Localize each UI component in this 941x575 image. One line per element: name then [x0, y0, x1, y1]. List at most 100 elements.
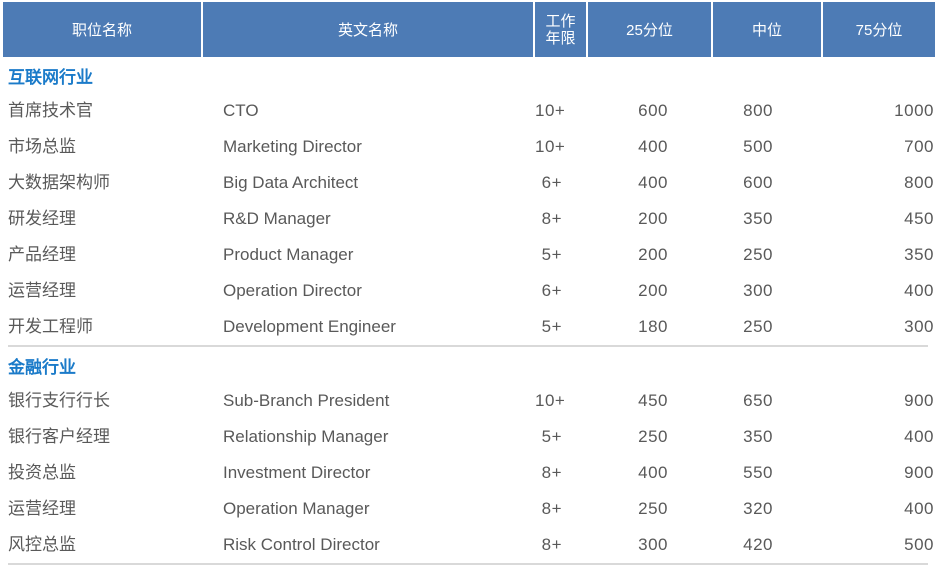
cell-median: 600 — [743, 173, 773, 192]
section-title: 互联网行业 — [8, 67, 93, 87]
cell-p75: 400 — [904, 427, 934, 446]
cell-median: 350 — [743, 427, 773, 446]
cell-work-years: 5+ — [541, 427, 562, 446]
cell-work-years: 10+ — [535, 101, 566, 120]
cell-english-name: Marketing Director — [223, 137, 362, 156]
section-title: 金融行业 — [8, 357, 76, 377]
table-row: 投资总监 Investment Director 8+ 400 550 900 — [3, 455, 935, 491]
cell-work-years: 8+ — [541, 463, 562, 482]
cell-position-name: 银行支行行长 — [8, 391, 110, 410]
cell-english-name: Development Engineer — [223, 317, 396, 336]
column-header-median: 中位 — [713, 2, 823, 57]
cell-english-name: Risk Control Director — [223, 535, 380, 554]
table-row: 大数据架构师 Big Data Architect 6+ 400 600 800 — [3, 165, 935, 201]
cell-p25: 250 — [638, 427, 668, 446]
cell-median: 800 — [743, 101, 773, 120]
column-header-work-years-line2: 年限 — [545, 29, 576, 47]
cell-p25: 400 — [638, 173, 668, 192]
column-header-english-name: 英文名称 — [203, 2, 535, 57]
cell-work-years: 5+ — [541, 317, 562, 336]
table-row: 首席技术官 CTO 10+ 600 800 1000 — [3, 93, 935, 129]
cell-p75: 900 — [904, 391, 934, 410]
cell-p25: 200 — [638, 281, 668, 300]
cell-english-name: Relationship Manager — [223, 427, 389, 446]
section-header: 互联网行业 — [3, 57, 935, 93]
cell-p75: 400 — [904, 499, 934, 518]
table-row: 市场总监 Marketing Director 10+ 400 500 700 — [3, 129, 935, 165]
cell-p75: 350 — [904, 245, 934, 264]
cell-position-name: 运营经理 — [8, 281, 76, 300]
cell-work-years: 10+ — [535, 391, 566, 410]
cell-p75: 1000 — [894, 101, 934, 120]
cell-p25: 200 — [638, 209, 668, 228]
cell-median: 250 — [743, 317, 773, 336]
cell-p25: 400 — [638, 463, 668, 482]
salary-table: 职位名称 英文名称 工作 年限 25分位 中位 75分位 互联网行业首席技术官 C… — [3, 2, 935, 565]
cell-median: 500 — [743, 137, 773, 156]
cell-median: 420 — [743, 535, 773, 554]
cell-median: 250 — [743, 245, 773, 264]
cell-p25: 250 — [638, 499, 668, 518]
table-row: 开发工程师 Development Engineer 5+ 180 250 300 — [3, 309, 935, 345]
cell-work-years: 6+ — [541, 281, 562, 300]
cell-position-name: 产品经理 — [8, 245, 76, 264]
cell-median: 650 — [743, 391, 773, 410]
cell-p75: 400 — [904, 281, 934, 300]
column-header-work-years-line1: 工作 — [545, 12, 576, 30]
cell-english-name: Product Manager — [223, 245, 354, 264]
cell-position-name: 首席技术官 — [8, 101, 93, 120]
cell-work-years: 5+ — [541, 245, 562, 264]
cell-p75: 700 — [904, 137, 934, 156]
column-header-position-name: 职位名称 — [3, 2, 203, 57]
cell-p25: 180 — [638, 317, 668, 336]
cell-p75: 500 — [904, 535, 934, 554]
column-header-p75: 75分位 — [823, 2, 935, 57]
cell-p75: 450 — [904, 209, 934, 228]
cell-p25: 200 — [638, 245, 668, 264]
cell-position-name: 大数据架构师 — [8, 173, 110, 192]
table-row: 风控总监 Risk Control Director 8+ 300 420 500 — [3, 527, 935, 563]
column-header-work-years-text: 工作 年限 — [545, 13, 575, 47]
cell-position-name: 运营经理 — [8, 499, 76, 518]
cell-median: 300 — [743, 281, 773, 300]
cell-english-name: Big Data Architect — [223, 173, 359, 192]
cell-p75: 800 — [904, 173, 934, 192]
cell-work-years: 8+ — [541, 209, 562, 228]
cell-position-name: 投资总监 — [8, 463, 76, 482]
table-row: 银行支行行长 Sub-Branch President 10+ 450 650 900 — [3, 383, 935, 419]
cell-median: 350 — [743, 209, 773, 228]
column-header-p25: 25分位 — [588, 2, 713, 57]
cell-median: 550 — [743, 463, 773, 482]
table-body: 互联网行业首席技术官 CTO 10+ 600 800 1000 市场总监 Marketing … — [3, 57, 935, 565]
table-row: 研发经理 R&D Manager 8+ 200 350 450 — [3, 201, 935, 237]
table-row: 产品经理 Product Manager 5+ 200 250 350 — [3, 237, 935, 273]
section-divider — [8, 563, 928, 565]
cell-p75: 900 — [904, 463, 934, 482]
cell-work-years: 6+ — [541, 173, 562, 192]
section-divider — [8, 345, 928, 347]
cell-english-name: R&D Manager — [223, 209, 331, 228]
table-row: 银行客户经理 Relationship Manager 5+ 250 350 400 — [3, 419, 935, 455]
cell-p25: 400 — [638, 137, 668, 156]
cell-work-years: 8+ — [541, 535, 562, 554]
table-header-row: 职位名称 英文名称 工作 年限 25分位 中位 75分位 — [3, 2, 935, 57]
cell-p25: 300 — [638, 535, 668, 554]
cell-position-name: 市场总监 — [8, 137, 76, 156]
cell-work-years: 10+ — [535, 137, 566, 156]
cell-p75: 300 — [904, 317, 934, 336]
cell-position-name: 银行客户经理 — [8, 427, 110, 446]
cell-position-name: 风控总监 — [8, 535, 76, 554]
cell-english-name: Operation Director — [223, 281, 362, 300]
table-row: 运营经理 Operation Manager 8+ 250 320 400 — [3, 491, 935, 527]
cell-english-name: Investment Director — [223, 463, 371, 482]
cell-p25: 600 — [638, 101, 668, 120]
cell-work-years: 8+ — [541, 499, 562, 518]
cell-english-name: Operation Manager — [223, 499, 370, 518]
cell-p25: 450 — [638, 391, 668, 410]
table-row: 运营经理 Operation Director 6+ 200 300 400 — [3, 273, 935, 309]
column-header-work-years: 工作 年限 — [535, 2, 588, 57]
cell-position-name: 开发工程师 — [8, 317, 93, 336]
cell-english-name: CTO — [223, 101, 259, 120]
section-header: 金融行业 — [3, 347, 935, 383]
cell-median: 320 — [743, 499, 773, 518]
